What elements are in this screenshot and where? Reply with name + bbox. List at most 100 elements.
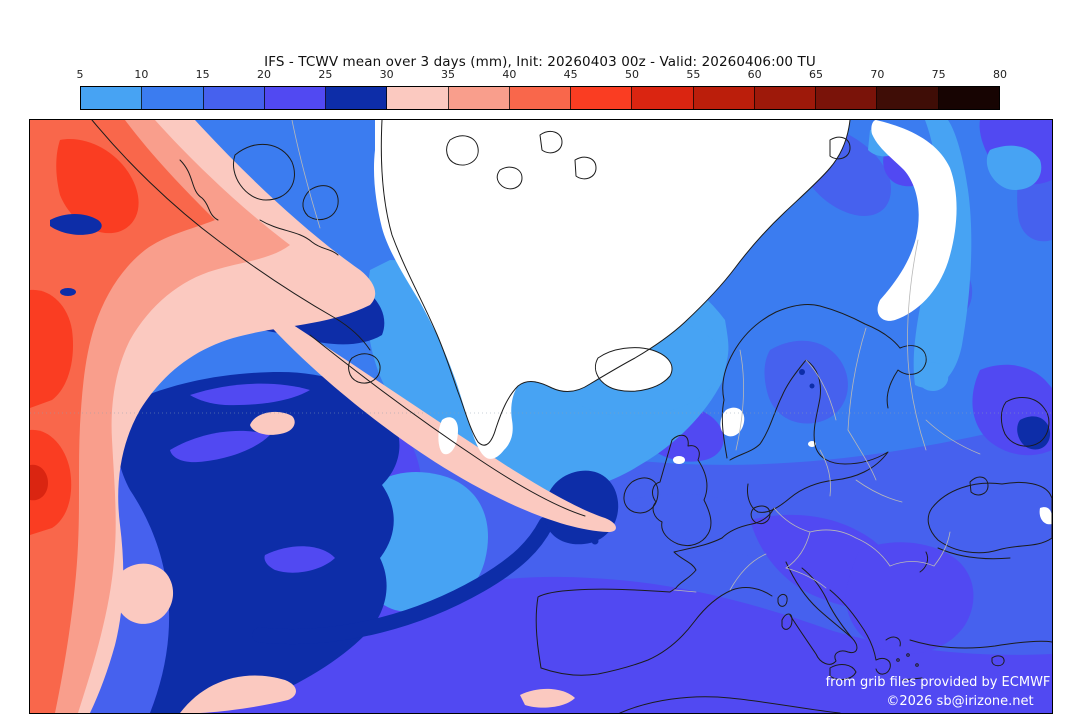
region-ne-light-3 <box>920 362 949 392</box>
border-germany-1 <box>773 507 811 533</box>
regions-red <box>30 120 616 713</box>
coast-hudson-strait <box>259 219 339 256</box>
coast-island-dot-2 <box>906 653 910 657</box>
coast-north-africa <box>619 696 841 713</box>
white-tail-fleck <box>438 417 458 455</box>
border-balkans-1 <box>855 537 891 567</box>
swirl-slivers <box>170 383 335 573</box>
border-romania <box>933 531 951 567</box>
border-finland-russia <box>847 327 867 431</box>
white-baltic-fleck <box>808 441 816 447</box>
border-baltic-inland <box>847 429 877 481</box>
pink-fleck-bottom-center <box>520 688 575 708</box>
swirl-sliver-2 <box>264 546 335 573</box>
white-norway-fleck <box>720 407 745 437</box>
region-south-band <box>270 576 1052 713</box>
coast-novascotia-sliver <box>309 334 586 517</box>
pink-blob-lower <box>115 563 174 624</box>
colorbar-tick-label: 40 <box>502 68 517 81</box>
coast-labrador <box>91 120 371 351</box>
colorbar-tick-label: 50 <box>625 68 639 81</box>
pink-spot-on-swirl <box>250 411 295 435</box>
coast-ireland <box>623 477 659 514</box>
pink-sliver <box>262 308 616 532</box>
coast-svalbard <box>829 136 851 160</box>
coast-cyprus <box>991 655 1005 667</box>
coast-crete <box>901 677 923 681</box>
red-core-left-1 <box>30 289 74 408</box>
coast-aegean <box>885 636 901 647</box>
colorbar-segment <box>326 87 388 109</box>
coast-uk <box>652 434 712 547</box>
colorbar-segment <box>448 87 510 109</box>
white-arctic-hook <box>871 120 957 321</box>
border-ukraine <box>925 419 981 455</box>
colorbar-segment <box>81 87 143 109</box>
colorbar <box>80 86 1000 110</box>
coast-greenland <box>380 120 851 446</box>
colorbar-segment <box>816 87 878 109</box>
pink-bottom-tongue <box>180 675 296 713</box>
white-caucasus-fleck <box>1039 507 1052 525</box>
region-bothnia-patch <box>764 340 848 424</box>
region-aegean-patch <box>845 542 974 654</box>
colorbar-segment <box>509 87 572 109</box>
white-scotland-fleck <box>673 456 685 464</box>
coast-azov <box>1000 396 1050 447</box>
navy-fleck-in-pink <box>60 288 76 296</box>
colorbar-tick-label: 30 <box>379 68 394 81</box>
colorbar-tick-label: 15 <box>195 68 210 81</box>
colorbar-segment <box>938 87 999 109</box>
region-channel-patch <box>630 493 800 557</box>
colorbar-segment <box>142 87 204 109</box>
border-baltics <box>819 449 831 497</box>
coast-denmark <box>750 505 771 525</box>
border-alps <box>785 567 827 589</box>
coast-arctic-isle-a <box>446 135 479 166</box>
colorbar-tick-label: 70 <box>870 68 885 81</box>
navy-filament <box>252 516 554 645</box>
coast-baffin-island <box>233 143 295 201</box>
coast-newfoundland <box>348 353 381 384</box>
border-norway-sweden <box>735 349 744 451</box>
colorbar-segment <box>754 87 817 109</box>
coast-italy <box>785 561 858 665</box>
coastlines <box>91 120 1052 713</box>
region-ne-light-1 <box>986 145 1042 190</box>
navy-bothnia-fleck-1 <box>799 369 805 375</box>
border-pyrenees <box>673 589 697 593</box>
colorbar-segment <box>693 87 755 109</box>
border-germany-2 <box>785 531 811 569</box>
colorbar-tick-label: 60 <box>747 68 762 81</box>
border-poland <box>809 529 857 539</box>
colorbar-tick-label: 20 <box>257 68 271 81</box>
attribution-line-1: from grib files provided by ECMWF <box>826 675 1051 690</box>
colorbar-tick-label: 10 <box>134 68 149 81</box>
colorbar-segment <box>571 87 633 109</box>
coast-northsea-shore <box>721 507 775 539</box>
colorbar-tick-label: 75 <box>931 68 946 81</box>
coast-arctic-isle-d <box>574 156 597 180</box>
colorbar-tick-label: 65 <box>809 68 823 81</box>
border-canada <box>291 120 321 229</box>
colorbar-tick-label: 5 <box>76 68 84 81</box>
red-spot-50 <box>30 464 48 501</box>
swirl-sliver-1 <box>170 430 270 463</box>
colorbar-tick-label: 45 <box>563 68 578 81</box>
coast-sardinia <box>781 613 793 630</box>
navy-azov-blob <box>1017 416 1051 450</box>
red-band <box>30 120 215 713</box>
coast-kola <box>886 345 927 409</box>
colorbar-tick-label: 25 <box>318 68 333 81</box>
coast-island-dot-3 <box>915 663 919 667</box>
coast-adriatic <box>801 567 853 639</box>
colorbar-tick-label: 55 <box>686 68 701 81</box>
coast-arctic-isle-b <box>496 166 523 190</box>
colorbar-segment <box>264 87 327 109</box>
chart-title: IFS - TCWV mean over 3 days (mm), Init: … <box>264 54 816 70</box>
regions-white <box>373 120 1052 525</box>
country-borders <box>291 120 981 593</box>
coast-baltic <box>729 359 889 513</box>
navy-dot <box>591 537 599 545</box>
coast-arctic-island-2 <box>302 185 339 220</box>
